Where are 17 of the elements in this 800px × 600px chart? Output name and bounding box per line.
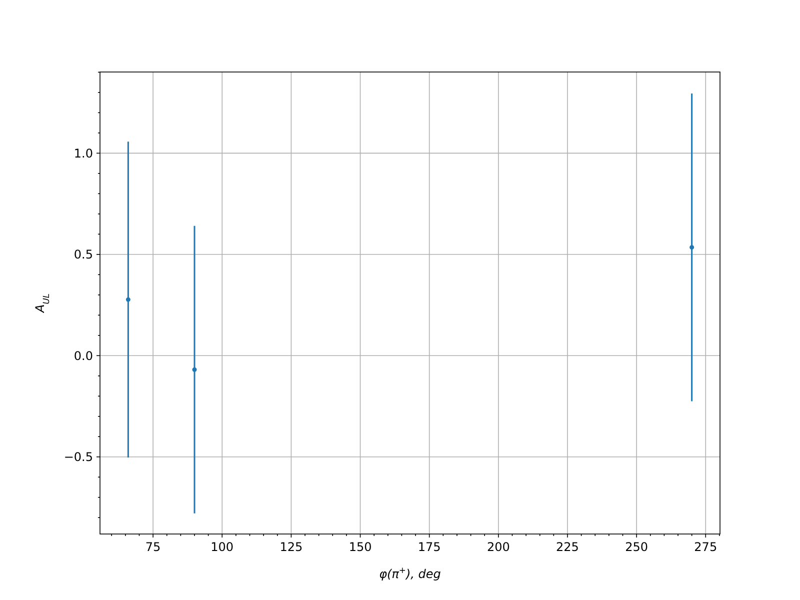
x-axis-title: φ(π$^{+}$), deg	[379, 565, 442, 581]
y-tick-label: 1.0	[74, 146, 93, 160]
x-tick-label: 75	[145, 540, 161, 554]
x-tick-label: 200	[486, 540, 510, 554]
x-tick-label: 275	[694, 540, 718, 554]
x-tick-label: 100	[210, 540, 234, 554]
point	[192, 367, 197, 372]
x-tick-label: 150	[348, 540, 372, 554]
y-tick-label: −0.5	[64, 450, 93, 464]
x-tick-label: 225	[556, 540, 579, 554]
point	[690, 245, 694, 250]
point	[126, 297, 130, 302]
y-tick-label: 0.5	[74, 248, 93, 262]
x-tick-label: 125	[280, 540, 303, 554]
y-tick-label: 0.0	[74, 348, 93, 363]
x-tick-label: 250	[625, 540, 648, 554]
x-tick-label: 175	[418, 540, 441, 554]
